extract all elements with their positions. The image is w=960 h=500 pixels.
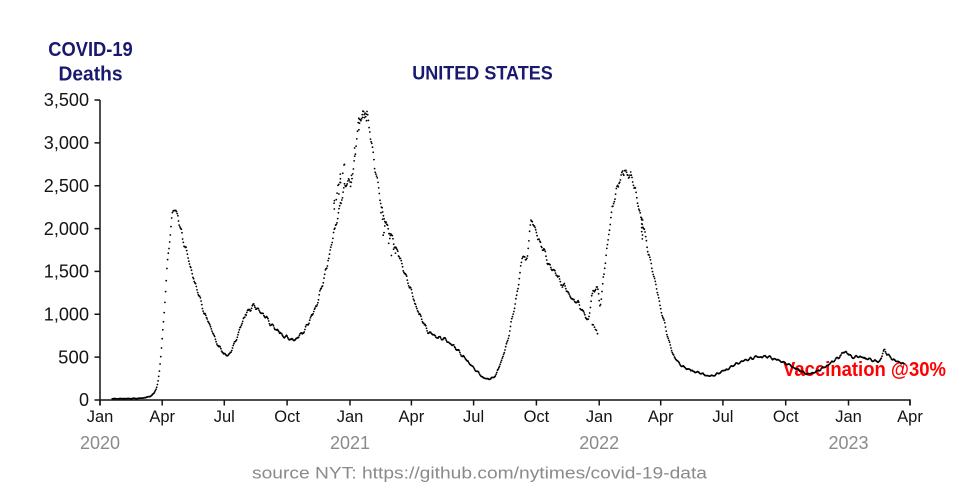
svg-text:Jan: Jan: [586, 408, 613, 426]
svg-text:Jul: Jul: [214, 408, 235, 426]
svg-text:Apr: Apr: [897, 408, 923, 426]
svg-text:source NYT: https://github.com: source NYT: https://github.com/nytimes/c…: [252, 464, 708, 483]
svg-text:3,500: 3,500: [44, 90, 89, 110]
svg-text:500: 500: [58, 347, 89, 367]
svg-text:Apr: Apr: [399, 408, 425, 426]
svg-text:Jan: Jan: [87, 408, 114, 426]
svg-text:Oct: Oct: [274, 408, 300, 426]
svg-text:Jul: Jul: [712, 408, 733, 426]
svg-text:Oct: Oct: [524, 408, 550, 426]
svg-text:Vaccination @30%: Vaccination @30%: [783, 359, 946, 381]
svg-text:2023: 2023: [829, 433, 869, 453]
svg-text:Oct: Oct: [773, 408, 799, 426]
svg-text:2,000: 2,000: [44, 219, 89, 239]
svg-text:Jan: Jan: [337, 408, 364, 426]
svg-text:2020: 2020: [80, 433, 120, 453]
svg-text:Apr: Apr: [149, 408, 175, 426]
svg-text:2,500: 2,500: [44, 176, 89, 196]
svg-text:2021: 2021: [330, 433, 370, 453]
svg-text:Jan: Jan: [835, 408, 862, 426]
svg-text:COVID-19: COVID-19: [48, 39, 133, 61]
svg-text:Jul: Jul: [463, 408, 484, 426]
svg-text:2022: 2022: [579, 433, 619, 453]
svg-text:1,000: 1,000: [44, 305, 89, 325]
svg-text:UNITED STATES: UNITED STATES: [412, 64, 553, 85]
svg-text:Deaths: Deaths: [59, 64, 123, 86]
svg-text:0: 0: [79, 390, 89, 410]
svg-text:3,000: 3,000: [44, 133, 89, 153]
svg-text:1,500: 1,500: [44, 262, 89, 282]
svg-text:Apr: Apr: [648, 408, 674, 426]
